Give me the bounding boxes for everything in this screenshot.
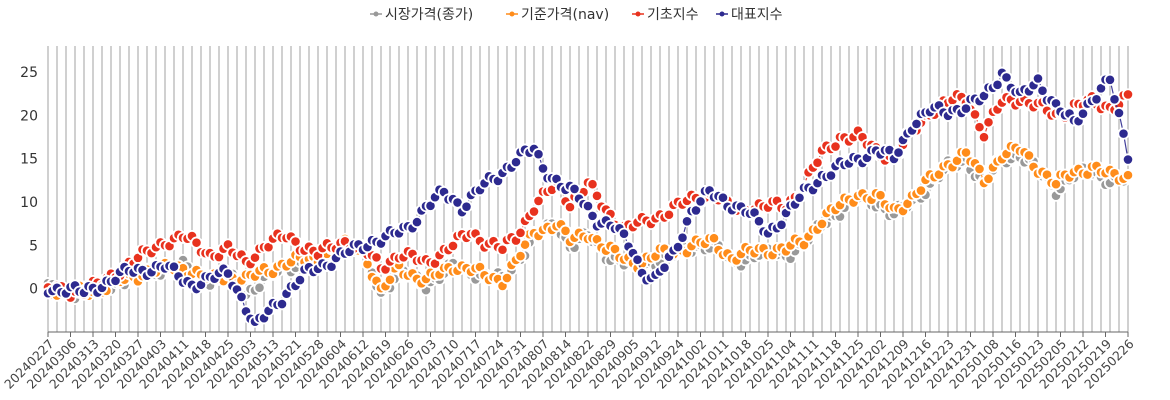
data-point (1103, 73, 1117, 86)
legend-swatch-marker (635, 11, 641, 17)
data-point (968, 108, 982, 121)
data-point (1076, 107, 1090, 120)
data-point (536, 162, 550, 175)
data-point (514, 249, 527, 263)
data-point (1108, 93, 1121, 106)
data-point (658, 261, 671, 274)
legend-item[interactable]: 기준가격(nav) (506, 7, 609, 23)
data-point (446, 239, 460, 253)
data-point (631, 253, 644, 266)
data-point (293, 273, 307, 287)
data-point (1049, 178, 1063, 191)
y-tick-label: 20 (20, 108, 38, 124)
legend-item[interactable]: 시장가격(종가) (370, 7, 473, 23)
data-point (221, 267, 235, 280)
legend-swatch-marker (373, 11, 379, 17)
data-point (1022, 149, 1036, 162)
data-point (190, 236, 203, 249)
legend-label: 기준가격(nav) (521, 7, 609, 23)
legend-label: 대표지수 (731, 7, 783, 23)
data-point (559, 224, 572, 237)
data-point (1000, 71, 1013, 84)
data-point (775, 218, 788, 231)
legend-label: 기초지수 (647, 7, 699, 23)
data-point (694, 195, 707, 208)
data-point (500, 271, 514, 285)
y-axis: 0 5 10 15 20 25 (20, 65, 38, 298)
data-point (590, 189, 604, 202)
y-tick-label: 15 (20, 152, 38, 168)
data-point (829, 140, 842, 153)
data-point (586, 209, 599, 222)
legend: 시장가격(종가) 기준가격(nav) 기초지수 대표지수 (370, 7, 783, 23)
data-point (563, 201, 577, 214)
data-point (532, 148, 545, 161)
data-point (977, 131, 991, 144)
y-tick-label: 10 (20, 195, 38, 211)
data-point (671, 240, 685, 254)
data-point (370, 251, 383, 264)
data-point (752, 215, 766, 228)
data-point (167, 260, 181, 273)
data-point (410, 216, 424, 229)
data-point (1121, 169, 1135, 182)
data-point (1090, 93, 1103, 106)
series-layer (41, 66, 1135, 328)
data-point (793, 191, 806, 204)
legend-item[interactable]: 기초지수 (632, 7, 699, 23)
data-point (707, 232, 721, 245)
data-point (1031, 72, 1045, 85)
data-point (275, 297, 289, 311)
x-axis: 2024022720240306202403132024032020240327… (1, 332, 1137, 392)
y-tick-label: 5 (29, 238, 38, 254)
series-3 (41, 66, 1135, 328)
legend-swatch-marker (719, 11, 725, 17)
data-point (235, 290, 248, 303)
data-point (383, 273, 397, 286)
data-point (815, 217, 829, 231)
data-point (991, 78, 1004, 91)
data-point (568, 182, 581, 196)
data-point (514, 226, 527, 239)
data-point (1112, 106, 1126, 120)
data-point (496, 243, 509, 256)
data-point (581, 199, 595, 213)
data-point (892, 146, 905, 159)
data-point (509, 156, 523, 169)
data-point (973, 162, 986, 176)
data-point (532, 194, 545, 208)
data-point (460, 200, 473, 213)
legend-swatch-marker (509, 11, 515, 17)
data-point (1117, 127, 1130, 140)
data-point (662, 208, 676, 221)
y-tick-label: 0 (29, 282, 38, 298)
data-point (1121, 153, 1135, 166)
data-point (811, 156, 824, 169)
data-point (824, 169, 838, 182)
data-point (1036, 84, 1049, 97)
data-point (982, 172, 995, 185)
series-1 (41, 140, 1135, 302)
data-point (680, 215, 694, 228)
legend-label: 시장가격(종가) (385, 7, 473, 23)
data-point (253, 281, 266, 294)
data-point (914, 184, 928, 197)
data-point (1121, 88, 1135, 101)
data-point (982, 116, 995, 129)
data-point (959, 102, 973, 115)
data-point (527, 205, 541, 218)
data-point (617, 227, 631, 240)
data-point (586, 178, 599, 191)
y-tick-label: 25 (20, 65, 38, 81)
data-point (676, 231, 689, 244)
legend-item[interactable]: 대표지수 (716, 7, 783, 23)
data-point (973, 121, 986, 134)
data-point (910, 117, 923, 131)
